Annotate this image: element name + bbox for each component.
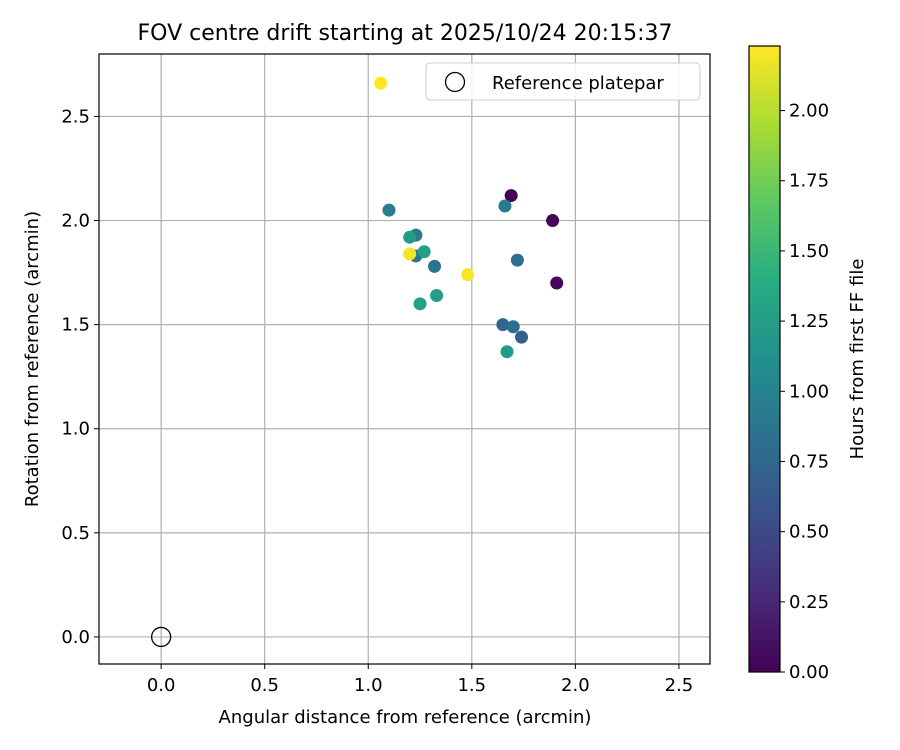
x-tick-label: 2.0 [561, 675, 590, 696]
colorbar-tick-label: 0.00 [789, 662, 829, 683]
data-point [550, 276, 564, 290]
y-tick-label: 2.0 [61, 211, 90, 232]
y-tick-label: 0.0 [61, 627, 90, 648]
y-tick-label: 1.5 [61, 315, 90, 336]
data-point [498, 199, 512, 213]
data-points [374, 76, 564, 359]
legend-box [425, 62, 701, 101]
y-axis-label: Rotation from reference (arcmin) [22, 211, 43, 507]
colorbar-label: Hours from first FF file [847, 259, 868, 460]
data-point [413, 297, 427, 311]
colorbar-frame [748, 45, 781, 673]
x-tick-label: 0.0 [147, 675, 176, 696]
x-axis-label: Angular distance from reference (arcmin) [219, 707, 592, 728]
data-point [496, 318, 510, 332]
reference-point-group [150, 626, 172, 648]
legend-label-reference: Reference platepar [492, 73, 664, 94]
y-tick-label: 2.5 [61, 106, 90, 127]
colorbar-ticks: 0.00 0.25 0.50 0.75 1.00 1.25 1.50 1.75 2.00 [780, 101, 829, 683]
colorbar-tick-label: 1.75 [789, 171, 829, 192]
colorbar-tick-label: 2.00 [789, 101, 829, 122]
colorbar-tick-label: 1.00 [789, 381, 829, 402]
x-tick-label: 1.5 [457, 675, 486, 696]
y-tick-label: 1.0 [61, 419, 90, 440]
legend-marker-reference [444, 71, 466, 93]
x-tick-label: 0.5 [250, 675, 279, 696]
data-point [510, 253, 524, 267]
x-tick-label: 2.5 [665, 675, 694, 696]
data-point [403, 230, 417, 244]
chart-title: FOV centre drift starting at 2025/10/24 … [138, 21, 673, 46]
plot-area: 0.0 0.5 1.0 1.5 2.0 2.5 0.0 0.5 1.0 1.5 2.0 2.5 [61, 53, 711, 696]
colorbar-tick-label: 0.75 [789, 451, 829, 472]
data-point [506, 320, 520, 334]
data-point [515, 330, 529, 344]
legend: Reference platepar [425, 62, 701, 101]
x-tick-label: 1.0 [354, 675, 383, 696]
data-point [500, 345, 514, 359]
data-point [430, 289, 444, 303]
colorbar-tick-label: 1.25 [789, 311, 829, 332]
colorbar-tick-label: 0.50 [789, 522, 829, 543]
colorbar-tick-label: 0.25 [789, 592, 829, 613]
data-point [417, 245, 431, 259]
y-axis-ticks: 0.0 0.5 1.0 1.5 2.0 2.5 [61, 106, 99, 648]
data-point [374, 76, 388, 90]
colorbar-gradient [749, 46, 780, 672]
data-point [546, 214, 560, 228]
data-point [428, 259, 442, 273]
axes-frame [98, 53, 711, 665]
data-point [504, 189, 518, 203]
y-tick-label: 0.5 [61, 523, 90, 544]
data-point [461, 268, 475, 282]
grid [99, 54, 710, 664]
data-point [403, 247, 417, 261]
colorbar-tick-label: 1.50 [789, 241, 829, 262]
x-axis-ticks: 0.0 0.5 1.0 1.5 2.0 2.5 [147, 664, 693, 696]
data-point [382, 203, 396, 217]
colorbar: 0.00 0.25 0.50 0.75 1.00 1.25 1.50 1.75 2.00 Hou… [748, 45, 868, 683]
reference-point-marker [150, 626, 172, 648]
